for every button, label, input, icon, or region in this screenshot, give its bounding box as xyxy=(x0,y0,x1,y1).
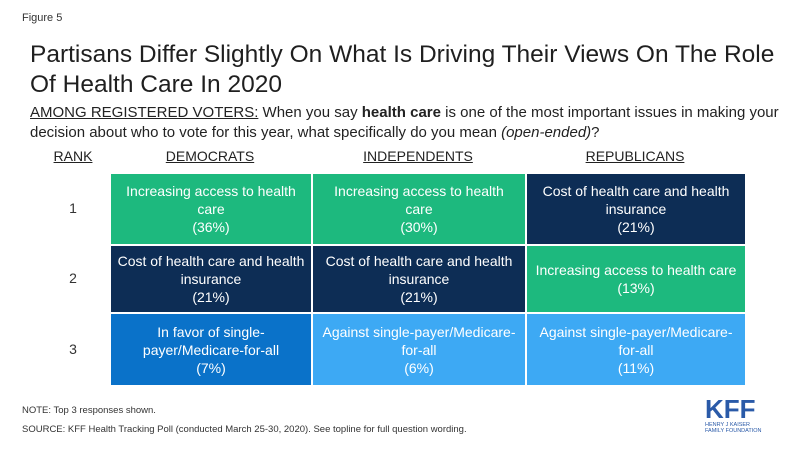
logo-line1: HENRY J KAISER xyxy=(705,422,751,428)
note-text: NOTE: Top 3 responses shown. xyxy=(22,405,156,416)
cell-label: Increasing access to health care xyxy=(126,183,296,217)
cell-percent: (21%) xyxy=(192,289,230,305)
rank-header: RANK xyxy=(53,148,93,164)
rank-label: 2 xyxy=(69,270,77,286)
chart-title: Partisans Differ Slightly On What Is Dri… xyxy=(30,41,775,98)
cell-percent: (21%) xyxy=(617,219,655,235)
column-header-democrats: DEMOCRATS xyxy=(165,148,255,164)
question-part1: When you say xyxy=(258,104,362,121)
cell-label: Cost of health care and health insurance xyxy=(325,253,513,287)
cell-rank2-republicans: Increasing access to health care (13%) xyxy=(526,245,746,313)
kff-logo: KFF HENRY J KAISER FAMILY FOUNDATION xyxy=(705,396,775,434)
cell-rank2-democrats: Cost of health care and health insurance… xyxy=(110,245,312,313)
cell-percent: (36%) xyxy=(192,219,230,235)
question-text: AMONG REGISTERED VOTERS: When you say he… xyxy=(30,103,780,143)
source-text: SOURCE: KFF Health Tracking Poll (conduc… xyxy=(22,424,467,435)
cell-percent: (6%) xyxy=(404,359,434,376)
logo-mark: KFF xyxy=(705,394,756,424)
cell-rank1-democrats: Increasing access to health care (36%) xyxy=(110,173,312,245)
cell-percent: (7%) xyxy=(196,359,226,376)
rank-label: 3 xyxy=(69,340,77,357)
cell-label: In favor of single-payer/Medicare-for-al… xyxy=(142,323,280,358)
cell-label: Against single-payer/Medicare-for-all xyxy=(539,323,733,358)
question-italic: (open-ended) xyxy=(501,124,592,141)
question-part2: is one of the most important issues in m… xyxy=(30,104,779,141)
cell-label: Cost of health care and health insurance xyxy=(117,253,305,287)
column-header-republicans: REPUBLICANS xyxy=(585,148,685,164)
question-part3: ? xyxy=(591,124,600,141)
cell-rank1-republicans: Cost of health care and health insurance… xyxy=(526,173,746,245)
cell-rank3-democrats: In favor of single-payer/Medicare-for-al… xyxy=(110,313,312,386)
cell-label: Against single-payer/Medicare-for-all xyxy=(322,323,516,358)
cell-rank2-independents: Cost of health care and health insurance… xyxy=(312,245,526,313)
cell-label: Increasing access to health care xyxy=(334,183,504,217)
cell-percent: (21%) xyxy=(400,289,438,305)
cell-label: Cost of health care and health insurance xyxy=(542,183,730,217)
column-header-independents: INDEPENDENTS xyxy=(363,148,473,164)
cell-label: Increasing access to health care xyxy=(535,262,737,278)
rank-label: 1 xyxy=(69,200,77,216)
question-bold: health care xyxy=(361,104,441,121)
cell-percent: (30%) xyxy=(400,219,438,235)
question-lead: AMONG REGISTERED VOTERS: xyxy=(30,104,259,121)
cell-rank3-republicans: Against single-payer/Medicare-for-all (11… xyxy=(526,313,746,386)
cell-rank3-independents: Against single-payer/Medicare-for-all (6%… xyxy=(312,313,526,386)
cell-percent: (11%) xyxy=(617,359,655,376)
cell-rank1-independents: Increasing access to health care (30%) xyxy=(312,173,526,245)
figure-label: Figure 5 xyxy=(22,12,63,24)
logo-line2: FAMILY FOUNDATION xyxy=(705,428,762,434)
cell-percent: (13%) xyxy=(617,280,655,296)
